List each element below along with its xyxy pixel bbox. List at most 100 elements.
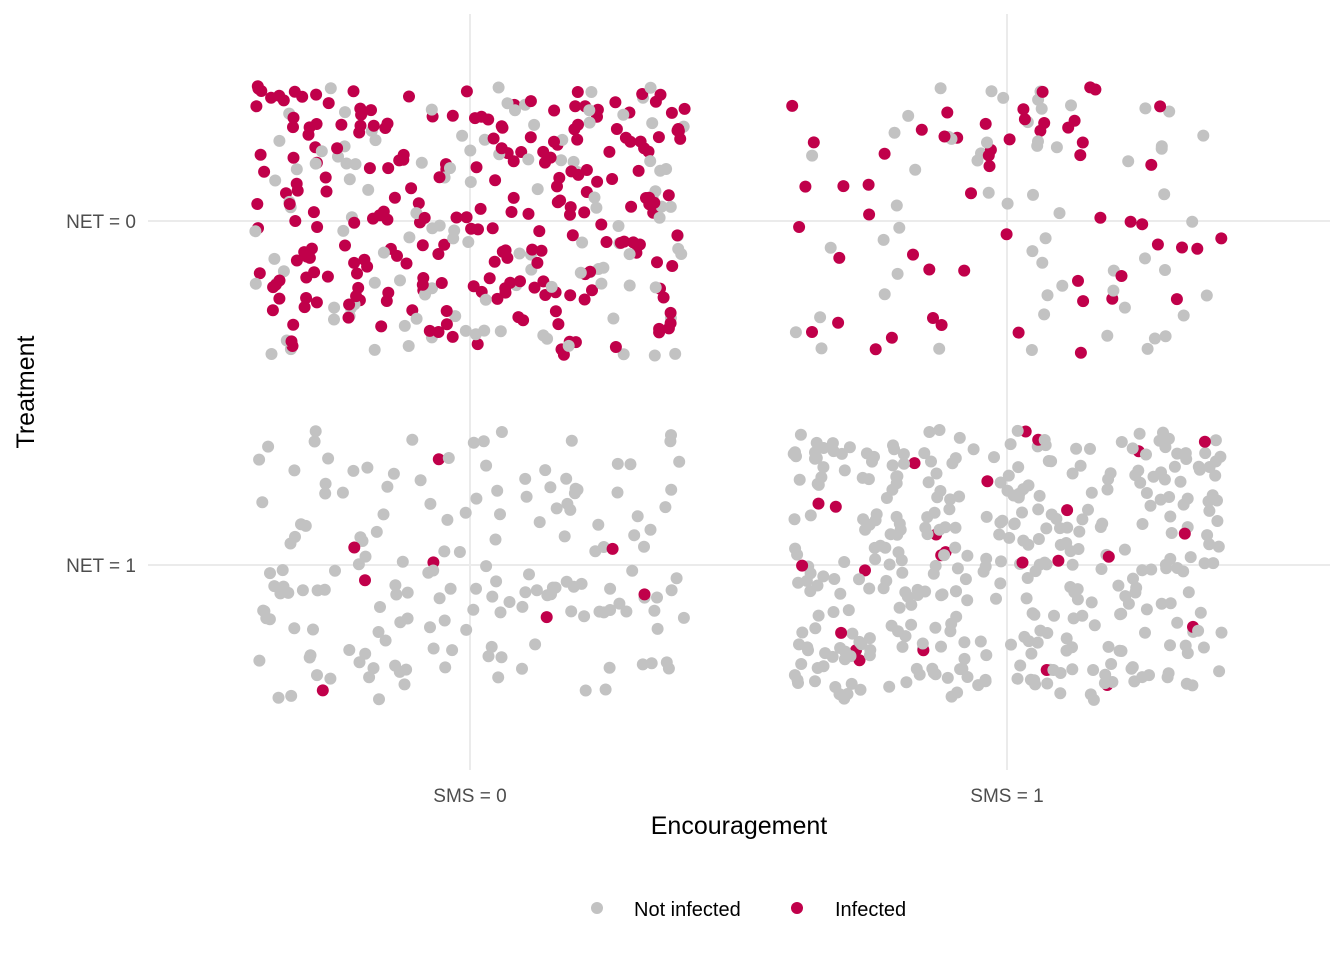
- point-infected-sms0-0: [504, 276, 517, 289]
- point-infected-sms0-0: [467, 280, 480, 293]
- point-not-infected-sms1-1: [980, 552, 993, 565]
- point-not-infected-sms1-1: [862, 473, 875, 486]
- point-not-infected-sms1-0: [1101, 329, 1114, 342]
- point-not-infected-sms1-0: [893, 221, 906, 234]
- point-infected-sms0-0: [300, 292, 313, 304]
- point-not-infected-sms1-1: [1177, 565, 1190, 578]
- point-not-infected-sms1-1: [1174, 475, 1187, 488]
- point-not-infected-sms1-1: [1082, 503, 1094, 516]
- point-not-infected-sms0-1: [272, 691, 285, 704]
- point-not-infected-sms0-1: [311, 669, 323, 682]
- point-not-infected-sms1-1: [792, 576, 805, 589]
- point-infected-sms1-1: [1052, 554, 1065, 567]
- point-not-infected-sms1-1: [931, 491, 944, 504]
- point-infected-sms0-0: [287, 121, 299, 134]
- point-infected-sms0-0: [514, 275, 526, 288]
- point-infected-sms1-1: [829, 500, 842, 513]
- point-not-infected-sms1-1: [1066, 558, 1079, 571]
- point-not-infected-sms1-1: [1074, 459, 1087, 472]
- point-not-infected-sms1-0: [1035, 102, 1048, 115]
- point-infected-sms0-0: [571, 133, 584, 146]
- point-infected-sms1-0: [799, 180, 812, 193]
- point-not-infected-sms1-1: [1136, 518, 1149, 530]
- point-not-infected-sms0-1: [424, 621, 436, 634]
- point-not-infected-sms1-1: [843, 441, 856, 454]
- point-not-infected-sms1-1: [1165, 527, 1178, 539]
- point-infected-sms1-0: [1115, 270, 1128, 282]
- point-infected-sms0-0: [505, 206, 518, 218]
- point-infected-sms0-0: [517, 314, 530, 327]
- point-infected-sms0-0: [307, 206, 320, 219]
- point-not-infected-sms1-1: [809, 622, 822, 635]
- point-infected-sms0-0: [440, 318, 453, 331]
- point-not-infected-sms1-0: [1025, 344, 1038, 356]
- point-not-infected-sms1-0: [902, 109, 915, 122]
- point-not-infected-sms0-0: [290, 163, 303, 176]
- point-infected-sms0-0: [335, 118, 348, 131]
- point-not-infected-sms0-1: [309, 425, 322, 438]
- point-not-infected-sms0-1: [486, 590, 499, 603]
- point-infected-sms0-0: [591, 103, 604, 116]
- point-infected-sms0-0: [412, 197, 425, 210]
- point-infected-sms0-0: [348, 216, 361, 229]
- point-not-infected-sms0-1: [664, 435, 677, 448]
- point-not-infected-sms1-1: [899, 630, 912, 643]
- point-not-infected-sms1-1: [945, 617, 958, 630]
- point-not-infected-sms1-1: [994, 577, 1007, 590]
- point-not-infected-sms1-1: [1012, 461, 1025, 474]
- point-not-infected-sms1-1: [1003, 531, 1016, 544]
- point-not-infected-sms1-1: [810, 452, 823, 464]
- point-infected-sms0-0: [528, 281, 541, 294]
- point-infected-sms0-0: [440, 305, 453, 317]
- point-not-infected-sms1-1: [1209, 434, 1222, 447]
- point-not-infected-sms1-0: [1065, 99, 1077, 112]
- point-infected-sms1-0: [1036, 85, 1049, 98]
- point-not-infected-sms1-0: [1186, 215, 1199, 228]
- point-not-infected-sms1-1: [953, 490, 966, 503]
- point-infected-sms0-0: [354, 102, 367, 115]
- point-not-infected-sms0-0: [646, 117, 659, 130]
- point-infected-sms0-0: [610, 123, 623, 135]
- point-not-infected-sms0-0: [277, 265, 290, 278]
- point-infected-sms0-0: [578, 206, 591, 219]
- point-not-infected-sms0-0: [509, 104, 521, 117]
- point-infected-sms1-0: [833, 251, 846, 264]
- point-infected-sms1-0: [958, 264, 971, 277]
- point-not-infected-sms0-1: [523, 568, 535, 581]
- point-not-infected-sms0-0: [669, 347, 682, 360]
- point-not-infected-sms1-0: [934, 82, 947, 95]
- point-not-infected-sms1-1: [1066, 467, 1079, 480]
- point-not-infected-sms1-1: [901, 590, 914, 603]
- point-not-infected-sms0-1: [389, 579, 402, 592]
- point-not-infected-sms0-0: [644, 155, 657, 168]
- point-not-infected-sms0-0: [337, 224, 350, 237]
- point-infected-sms0-0: [489, 174, 502, 187]
- point-not-infected-sms0-1: [560, 472, 573, 485]
- point-not-infected-sms1-1: [1139, 626, 1151, 639]
- point-infected-sms0-0: [400, 257, 413, 270]
- point-not-infected-sms0-1: [550, 502, 563, 515]
- point-infected-sms0-0: [354, 119, 367, 132]
- point-infected-sms0-0: [298, 246, 311, 259]
- point-not-infected-sms0-1: [433, 592, 446, 605]
- point-not-infected-sms1-1: [1087, 664, 1100, 676]
- point-infected-sms1-0: [1094, 211, 1107, 224]
- point-not-infected-sms0-1: [644, 523, 657, 536]
- point-not-infected-sms0-0: [541, 332, 554, 345]
- point-infected-sms0-0: [471, 338, 484, 351]
- point-not-infected-sms1-1: [988, 451, 1000, 464]
- point-not-infected-sms1-0: [1159, 330, 1172, 343]
- point-not-infected-sms0-1: [628, 529, 641, 542]
- point-infected-sms1-0: [832, 316, 845, 329]
- point-not-infected-sms1-1: [1084, 442, 1096, 455]
- point-not-infected-sms0-0: [607, 312, 620, 325]
- point-not-infected-sms1-1: [1099, 668, 1112, 681]
- point-infected-sms0-1: [638, 588, 651, 601]
- point-infected-sms1-0: [1072, 274, 1084, 287]
- point-not-infected-sms1-0: [789, 326, 802, 339]
- point-infected-sms0-0: [446, 109, 459, 122]
- point-not-infected-sms0-1: [381, 480, 394, 493]
- point-not-infected-sms0-0: [545, 280, 558, 293]
- point-infected-sms0-0: [446, 330, 459, 343]
- point-infected-sms0-0: [352, 281, 365, 294]
